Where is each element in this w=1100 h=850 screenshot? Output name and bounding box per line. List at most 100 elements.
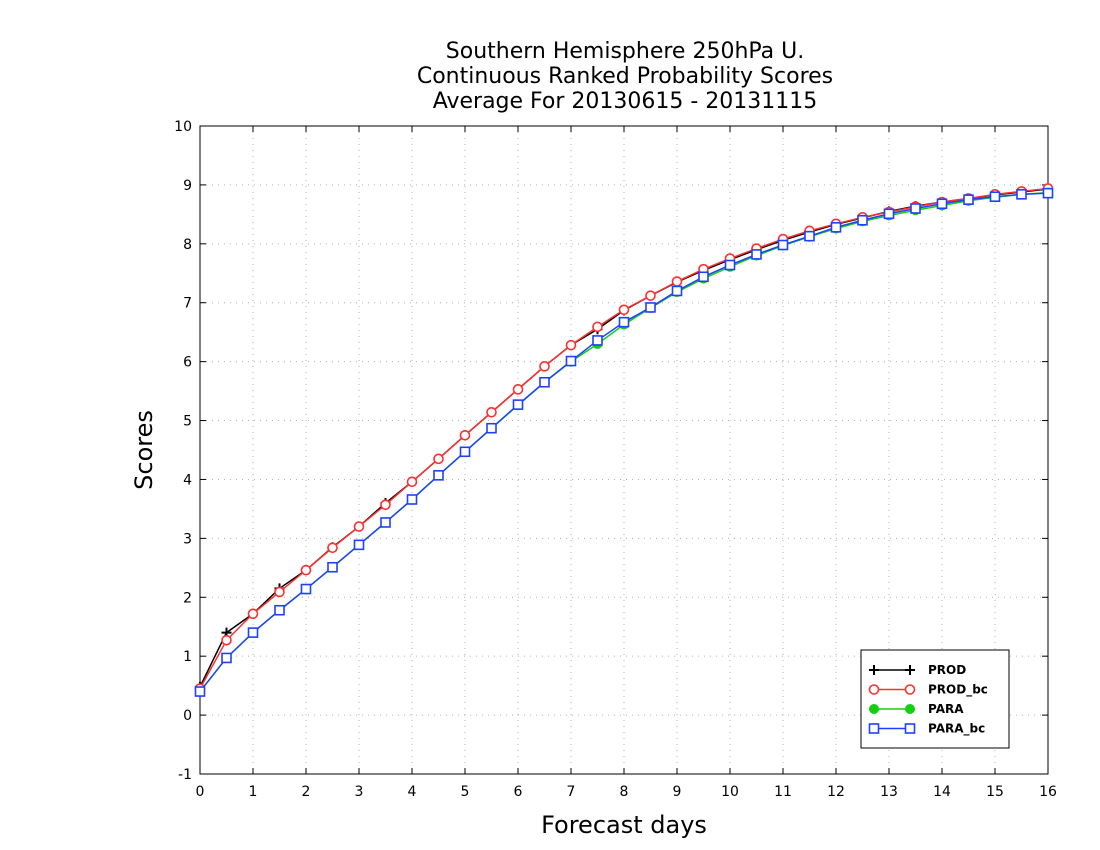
data-point: [512, 384, 524, 395]
x-tick-label: 13: [880, 784, 898, 800]
x-tick-label: 1: [249, 784, 258, 800]
x-tick-label: 7: [567, 784, 576, 800]
data-point: [645, 290, 656, 301]
data-point: [698, 271, 709, 283]
data-point: [645, 302, 656, 313]
legend-label: PARA: [928, 702, 964, 716]
data-point: [857, 214, 868, 226]
data-point: [883, 208, 895, 220]
data-point: [539, 361, 550, 372]
x-tick-label: 2: [302, 784, 311, 800]
data-point: [459, 446, 471, 458]
x-tick-label: 9: [673, 784, 682, 800]
data-point: [671, 276, 683, 287]
data-point: [592, 335, 603, 346]
y-tick-label: 5: [183, 414, 192, 430]
data-point: [380, 517, 391, 528]
data-point: [539, 376, 550, 388]
data-point: [1016, 189, 1027, 200]
data-point: [380, 499, 391, 511]
x-tick-label: 3: [355, 784, 364, 800]
x-tick-label: 0: [196, 784, 205, 800]
data-point: [221, 652, 232, 664]
data-point: [353, 539, 365, 551]
y-tick-label: 0: [183, 708, 192, 724]
legend-label: PROD_bc: [928, 683, 988, 698]
x-tick-label: 10: [721, 784, 739, 800]
x-tick-label: 16: [1039, 784, 1057, 800]
legend-marker-end: [905, 704, 915, 714]
y-tick-label: 2: [183, 590, 192, 606]
data-point: [989, 191, 1001, 202]
x-tick-label: 12: [827, 784, 845, 800]
data-point: [512, 399, 524, 410]
data-point: [406, 494, 418, 505]
data-point: [804, 230, 815, 242]
data-point: [274, 604, 285, 616]
data-point: [486, 406, 497, 418]
data-point: [963, 194, 974, 205]
legend-label: PROD: [928, 663, 966, 677]
data-point: [459, 429, 471, 441]
y-axis-label: Scores: [130, 410, 158, 490]
legend-marker-end: [905, 665, 915, 675]
data-point: [327, 561, 338, 573]
data-point: [247, 627, 259, 638]
data-point: [353, 521, 365, 532]
data-point: [618, 304, 630, 316]
data-point: [751, 249, 762, 260]
series-line: [199, 191, 1049, 692]
series-para-bc: [194, 187, 1054, 697]
data-point: [221, 634, 232, 646]
x-tick-label: 15: [986, 784, 1004, 800]
title-line-2: Continuous Ranked Probability Scores: [417, 64, 833, 89]
data-point: [327, 542, 338, 554]
y-tick-label: 6: [183, 355, 192, 371]
legend-item: PROD_bc: [868, 683, 988, 698]
legend-marker-start: [869, 704, 879, 714]
y-tick-label: 4: [183, 472, 192, 488]
legend-box: [860, 649, 1010, 749]
data-point: [406, 476, 418, 488]
legend-label: PARA_bc: [928, 722, 985, 737]
y-tick-label: 10: [174, 119, 192, 135]
legend-item: PROD: [869, 663, 966, 677]
data-point: [618, 316, 630, 328]
data-point: [671, 285, 683, 297]
x-tick-label: 8: [620, 784, 629, 800]
x-tick-label: 5: [461, 784, 470, 800]
data-point: [830, 222, 842, 233]
x-axis-label: Forecast days: [541, 811, 707, 839]
legend-marker-end: [904, 723, 916, 734]
legend-item: PARA_bc: [868, 722, 985, 737]
data-point: [486, 422, 497, 434]
y-tick-label: 8: [183, 237, 192, 253]
data-point: [910, 203, 921, 214]
title-line-1: Southern Hemisphere 250hPa U.: [446, 39, 804, 64]
x-tick-label: 4: [408, 784, 417, 800]
y-tick-label: 7: [183, 296, 192, 312]
data-point: [1042, 187, 1054, 199]
title-line-3: Average For 20130615 - 20131115: [433, 89, 818, 114]
data-point: [247, 608, 259, 620]
series: [194, 183, 1054, 697]
data-point: [433, 453, 444, 465]
legend-marker-end: [904, 684, 916, 695]
x-tick-label: 11: [774, 784, 792, 800]
y-tick-label: -1: [178, 767, 192, 783]
data-point: [724, 259, 736, 271]
data-point: [592, 321, 603, 333]
data-point: [300, 583, 312, 595]
chart-title: Southern Hemisphere 250hPa U.Continuous …: [417, 39, 833, 114]
data-point: [300, 564, 312, 576]
data-point: [936, 198, 948, 210]
data-point: [274, 586, 285, 598]
y-tick-label: 9: [183, 178, 192, 194]
legend-item: PARA: [869, 702, 964, 716]
data-point: [194, 686, 206, 697]
data-point: [565, 339, 577, 351]
legend-marker-start: [868, 723, 880, 734]
legend-marker-start: [869, 665, 879, 675]
